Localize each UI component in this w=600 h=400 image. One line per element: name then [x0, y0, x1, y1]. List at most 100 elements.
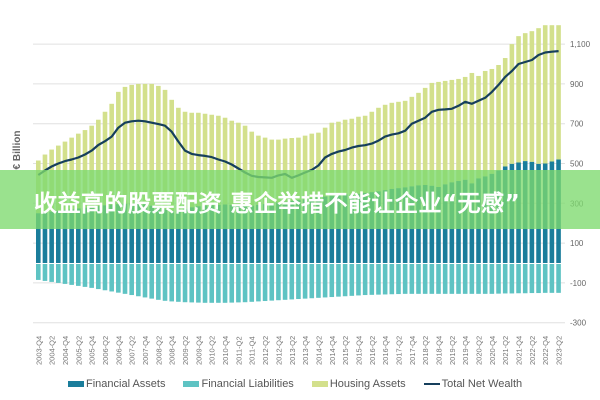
bar-financial-liabilities	[216, 264, 221, 303]
bar-financial-liabilities	[536, 264, 541, 294]
bar-financial-liabilities	[489, 264, 495, 294]
x-tick-label: 2004-Q2	[48, 336, 57, 365]
bar-financial-liabilities	[89, 264, 94, 288]
legend-label: Total Net Wealth	[441, 378, 523, 390]
bar-housing-assets	[242, 125, 248, 207]
bar-financial-liabilities	[282, 264, 288, 300]
bar-financial-liabilities	[502, 264, 508, 294]
bar-financial-liabilities	[296, 264, 301, 300]
bar-financial-liabilities	[542, 264, 548, 293]
y-tick-label: 500	[570, 160, 584, 169]
legend-swatch	[311, 381, 328, 387]
bar-financial-liabilities	[496, 264, 501, 294]
bar-financial-liabilities	[382, 264, 388, 295]
legend-swatch	[423, 383, 440, 385]
bar-housing-assets	[182, 111, 188, 209]
bar-financial-liabilities	[229, 264, 235, 303]
bar-housing-assets	[409, 96, 415, 187]
bar-financial-liabilities	[56, 264, 61, 283]
bar-housing-assets	[462, 76, 468, 180]
x-tick-label: 2010-Q2	[208, 336, 217, 365]
legend-financial-liabilities: Financial Liabilities	[183, 378, 294, 390]
bar-financial-assets	[116, 204, 121, 263]
bar-housing-assets	[136, 83, 141, 204]
legend-swatch	[68, 381, 84, 387]
bar-housing-assets	[322, 127, 328, 197]
x-tick-label: 2023-Q2	[555, 336, 564, 365]
bar-housing-assets	[289, 138, 295, 201]
bar-housing-assets	[329, 122, 335, 196]
x-tick-label: 2021-Q4	[515, 336, 524, 365]
bar-financial-assets	[229, 204, 235, 263]
bar-financial-liabilities	[249, 264, 255, 302]
x-tick-label: 2019-Q4	[461, 336, 470, 365]
bar-housing-assets	[442, 80, 448, 185]
bar-financial-assets	[182, 208, 188, 263]
bar-financial-assets	[296, 200, 301, 263]
bar-housing-assets	[336, 121, 341, 195]
bar-housing-assets	[402, 100, 408, 188]
legend-label: Financial Liabilities	[201, 378, 294, 390]
bar-financial-assets	[129, 203, 134, 263]
bar-financial-liabilities	[409, 264, 415, 294]
bar-housing-assets	[362, 115, 368, 193]
bar-financial-liabilities	[149, 264, 154, 299]
bar-financial-assets	[222, 204, 228, 263]
bar-financial-assets	[122, 203, 128, 263]
y-tick-label: -100	[570, 279, 587, 288]
bar-housing-assets	[509, 44, 515, 164]
bar-financial-liabilities	[329, 264, 335, 298]
legend-housing-assets: Housing Assets	[311, 378, 406, 390]
x-tick-label: 2007-Q4	[141, 336, 150, 365]
bar-housing-assets	[382, 104, 388, 191]
bar-housing-assets	[529, 31, 535, 162]
bar-housing-assets	[149, 83, 154, 206]
bar-financial-assets	[156, 207, 161, 263]
bar-financial-liabilities	[42, 264, 48, 281]
bar-financial-liabilities	[389, 264, 395, 295]
bar-housing-assets	[89, 125, 94, 207]
legend-financial-assets: Financial Assets	[68, 378, 165, 390]
bar-financial-assets	[196, 206, 201, 263]
y-tick-label: 1,100	[570, 40, 591, 49]
legend-swatch	[183, 381, 200, 387]
legend: Financial Assets Financial Liabilities H…	[68, 378, 540, 390]
bar-financial-liabilities	[476, 264, 481, 294]
bar-housing-assets	[122, 86, 128, 204]
bar-financial-liabilities	[362, 264, 368, 296]
bar-financial-liabilities	[322, 264, 328, 298]
bar-financial-assets	[202, 205, 208, 263]
bar-housing-assets	[309, 133, 315, 199]
bar-financial-liabilities	[189, 264, 195, 303]
x-tick-label: 2016-Q4	[381, 336, 390, 365]
bar-financial-liabilities	[336, 264, 341, 297]
bar-financial-assets	[269, 203, 275, 263]
x-tick-label: 2015-Q4	[354, 336, 363, 365]
bar-financial-assets	[102, 205, 108, 263]
bar-housing-assets	[436, 81, 441, 187]
bar-housing-assets	[536, 28, 541, 164]
bar-housing-assets	[102, 111, 108, 206]
bar-housing-assets	[456, 78, 461, 182]
bar-financial-liabilities	[262, 264, 268, 302]
bar-financial-liabilities	[429, 264, 435, 294]
bar-financial-liabilities	[302, 264, 308, 299]
x-tick-label: 2006-Q2	[101, 336, 110, 365]
x-tick-label: 2014-Q4	[328, 336, 337, 365]
y-tick-label: 100	[570, 239, 584, 248]
bar-financial-liabilities	[436, 264, 441, 294]
bar-financial-liabilities	[209, 264, 215, 303]
bar-housing-assets	[156, 85, 161, 208]
legend-label: Housing Assets	[329, 378, 406, 390]
bar-financial-liabilities	[122, 264, 128, 294]
bar-financial-liabilities	[456, 264, 461, 294]
bar-housing-assets	[302, 135, 308, 200]
bar-financial-assets	[89, 206, 94, 263]
bar-financial-assets	[176, 210, 181, 263]
legend-total-net-wealth: Total Net Wealth	[423, 378, 523, 390]
bar-housing-assets	[422, 87, 428, 185]
bar-financial-assets	[62, 210, 68, 263]
bar-financial-liabilities	[36, 264, 41, 280]
x-tick-label: 2017-Q4	[408, 336, 417, 365]
bar-housing-assets	[482, 70, 488, 177]
